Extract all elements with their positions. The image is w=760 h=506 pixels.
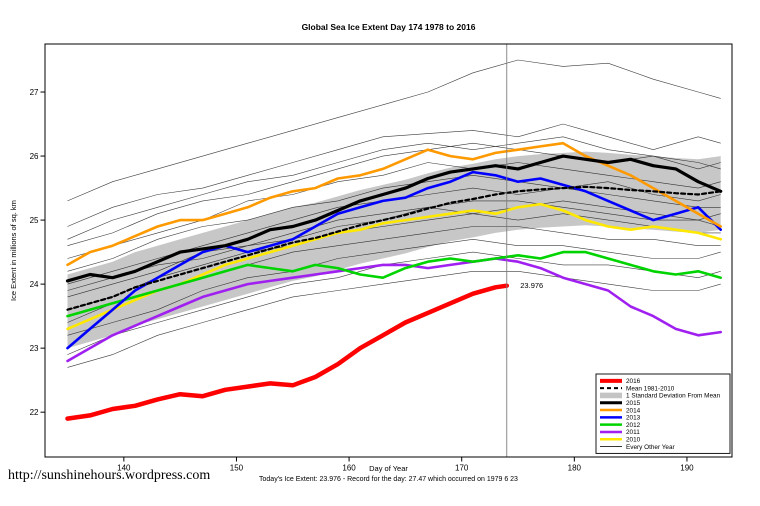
thin-year-line — [67, 123, 721, 227]
x-tick-label: 160 — [342, 464, 356, 473]
plot-border — [44, 43, 733, 458]
chart-title: Global Sea Ice Extent Day 174 1978 to 20… — [301, 22, 476, 32]
series-line-2016 — [65, 283, 510, 421]
thin-year-line — [67, 162, 721, 259]
x-tick-label: 150 — [230, 464, 244, 473]
thin-year-line — [67, 136, 721, 240]
y-tick-label: 27 — [30, 88, 39, 97]
legend-label-2011: 2011 — [626, 429, 640, 436]
footer-note: Today's Ice Extent: 23.976 - Record for … — [259, 476, 518, 483]
y-tick-label: 25 — [30, 216, 39, 225]
legend-label-2015: 2015 — [626, 400, 641, 407]
legend-label-2016: 2016 — [626, 378, 641, 385]
series-line-2013 — [66, 170, 723, 350]
thin-year-line — [67, 213, 721, 310]
thin-year-line — [67, 174, 721, 272]
thin-year-line — [67, 270, 721, 368]
current-extent-annotation: 23.976 — [520, 281, 543, 290]
y-tick-label: 24 — [30, 280, 39, 289]
y-axis-label: Ice Extent in millions of sq. km — [9, 200, 18, 301]
legend-swatch-1-standard-deviation-from-mean — [600, 392, 622, 399]
x-tick-label: 180 — [568, 464, 582, 473]
legend-label-every-other-year: Every Other Year — [626, 444, 676, 451]
legend-label-1-standard-deviation-from-mean: 1 Standard Deviation From Mean — [626, 393, 721, 400]
axes: 140 150 160 170 180 190 22 23 24 25 26 27 Day of Yea… — [9, 88, 694, 473]
thin-year-line — [67, 251, 721, 355]
x-axis-label: Day of Year — [369, 464, 408, 473]
x-tick-label: 140 — [117, 464, 131, 473]
legend-label-2012: 2012 — [626, 422, 641, 429]
series-line-2011 — [66, 257, 723, 363]
thin-year-line — [67, 59, 721, 202]
x-tick-label: 170 — [455, 464, 469, 473]
legend-label-2014: 2014 — [626, 407, 641, 414]
footer-url: http://sunshinehours.wordpress.com — [8, 468, 211, 483]
y-tick-label: 22 — [30, 408, 39, 417]
series-line-2014 — [66, 141, 723, 267]
series-line-mean-1981-2010 — [66, 185, 722, 311]
std-dev-band — [67, 151, 721, 349]
y-tick-label: 23 — [30, 344, 39, 353]
thin-year-line — [67, 238, 721, 336]
series-line-2015 — [65, 154, 723, 283]
legend-label-2010: 2010 — [626, 436, 641, 443]
series-line-2012 — [66, 250, 723, 318]
legend-label-mean-1981-2010: Mean 1981-2010 — [626, 385, 675, 392]
x-tick-label: 190 — [680, 464, 694, 473]
legend-label-2013: 2013 — [626, 415, 641, 422]
y-tick-label: 26 — [30, 152, 39, 161]
